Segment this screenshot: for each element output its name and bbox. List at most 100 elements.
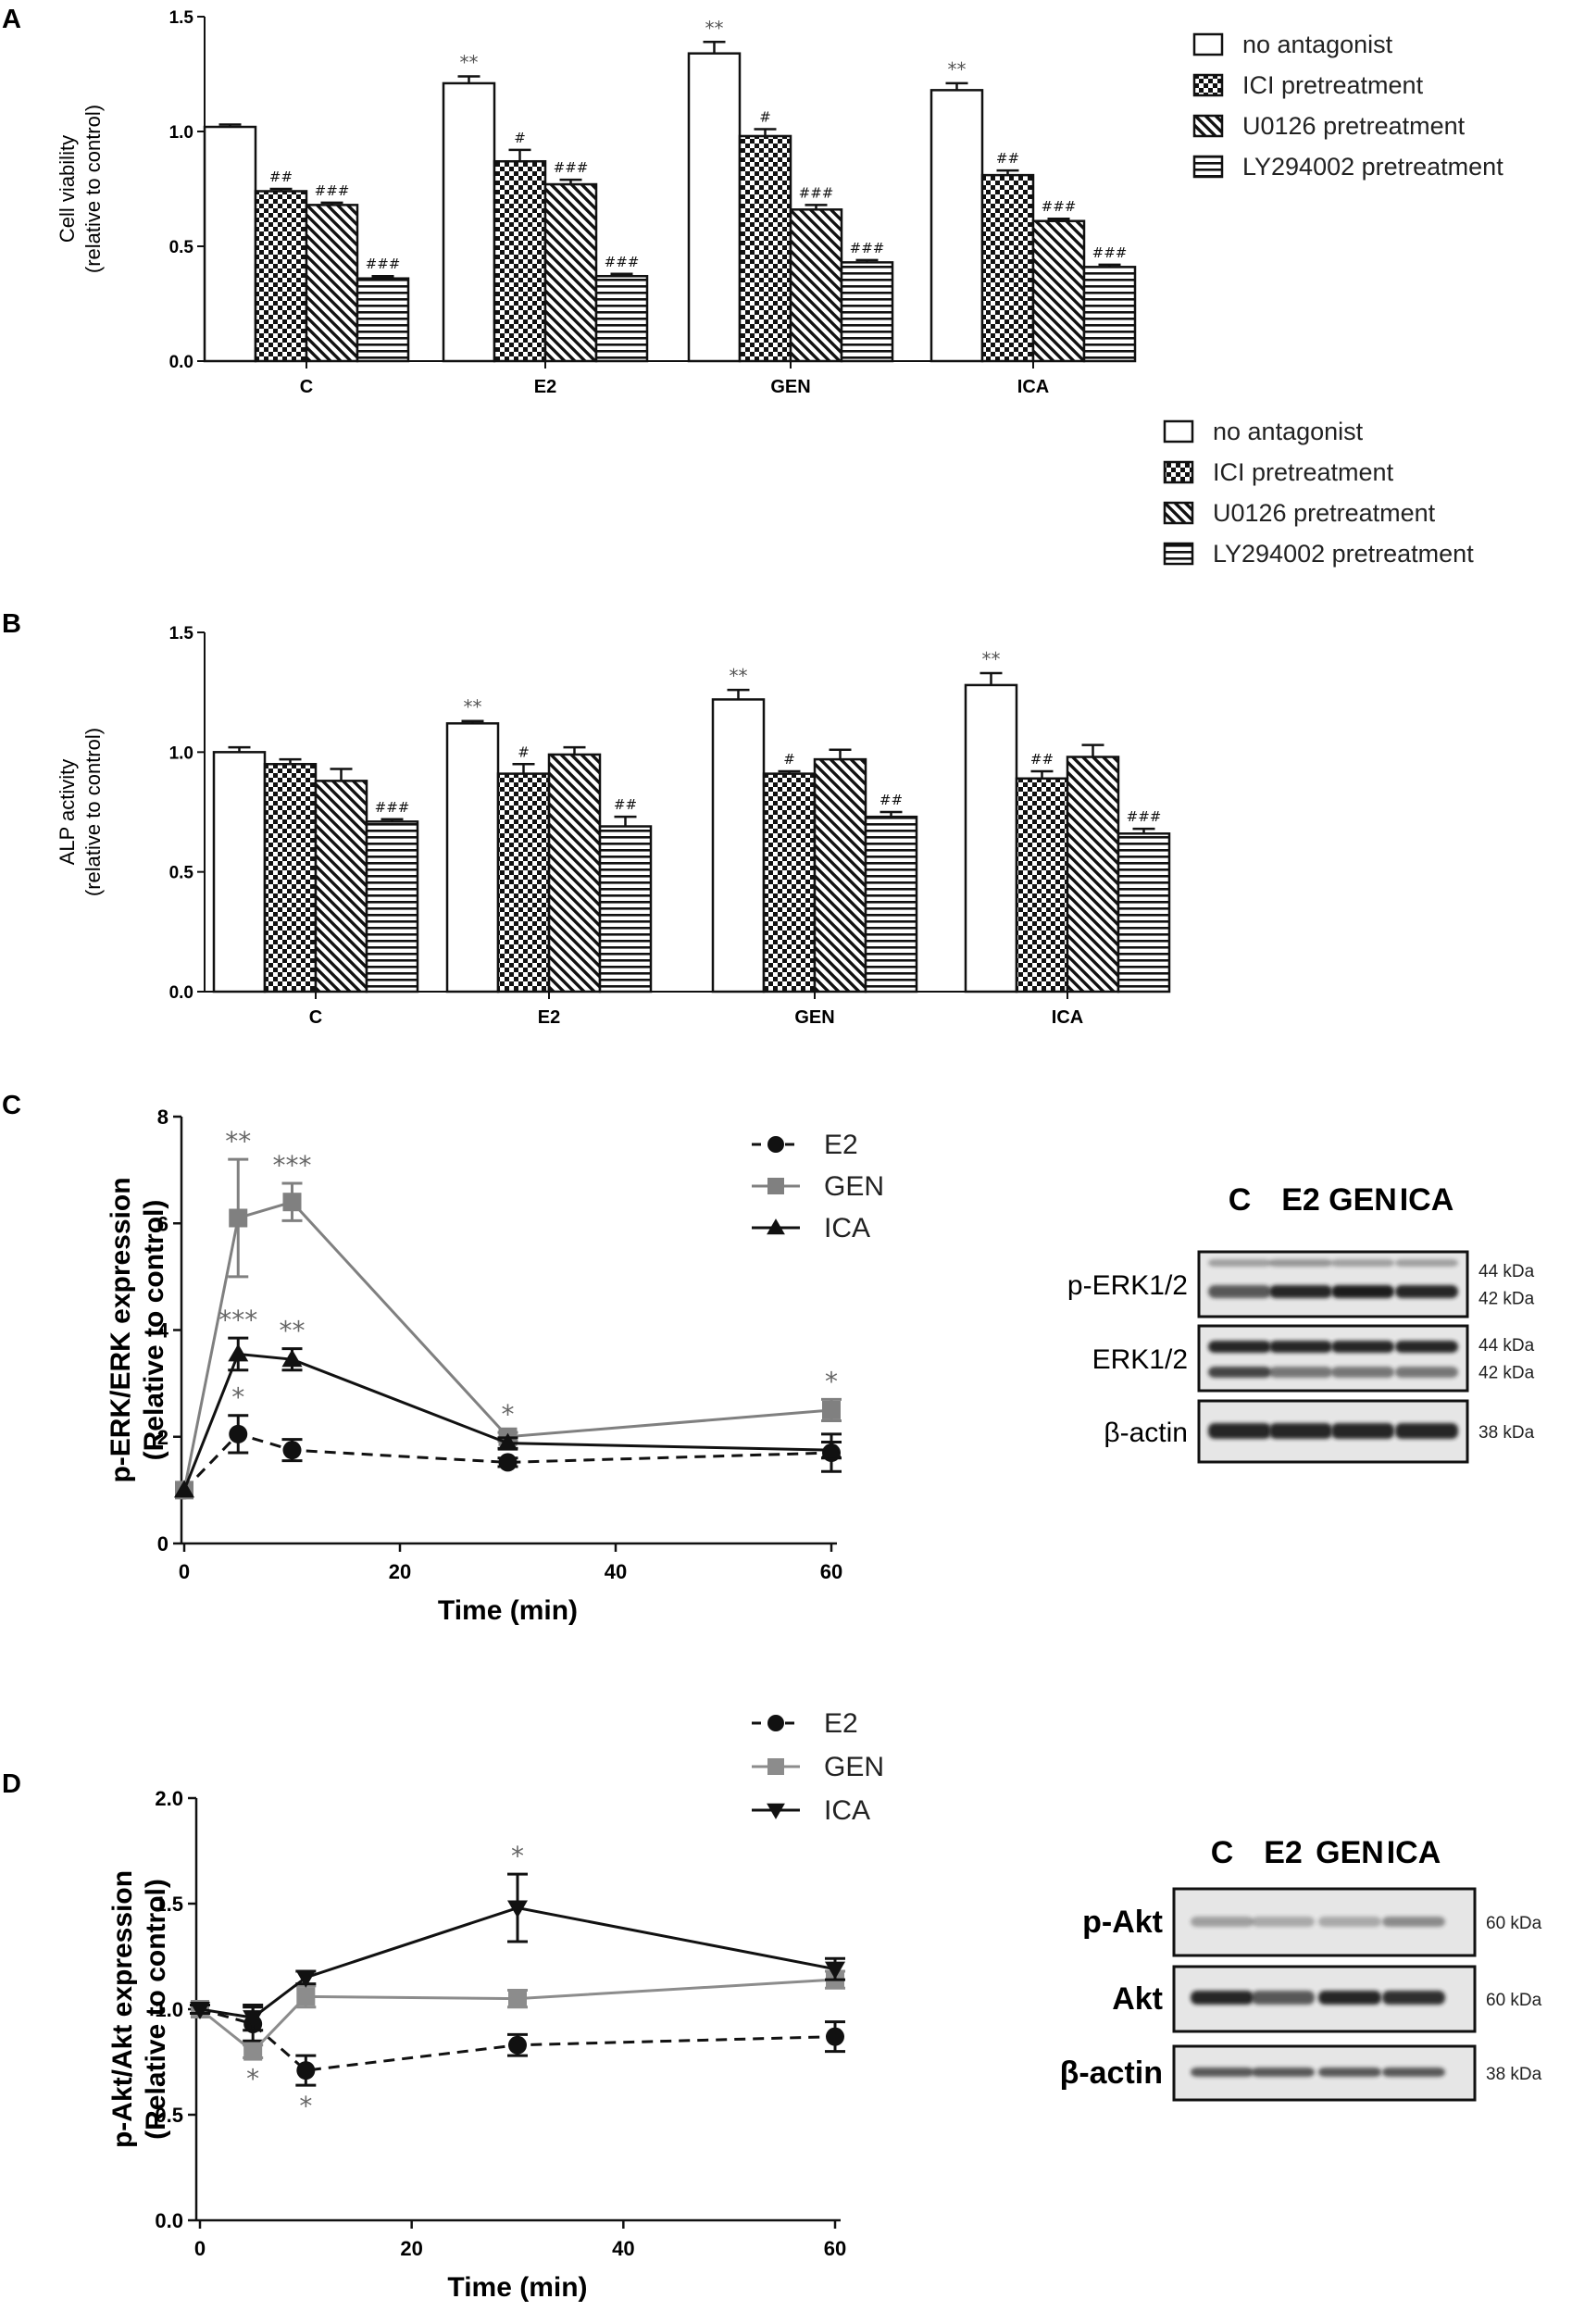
significance-mark: # bbox=[518, 743, 530, 760]
bar bbox=[980, 173, 1035, 363]
significance-mark: ** bbox=[460, 51, 479, 73]
blot-band bbox=[1208, 1285, 1271, 1298]
bar bbox=[212, 751, 267, 993]
significance-mark: # bbox=[514, 130, 526, 146]
x-category-label: C bbox=[309, 1007, 322, 1028]
significance-mark: * bbox=[246, 2063, 259, 2093]
lane-label: ICA bbox=[1387, 1835, 1441, 1870]
significance-mark: ### bbox=[554, 159, 589, 176]
western-blot-erk: C E2 GEN ICA p-ERK1/2 44 kDa 42 kDa ERK1/2 44 kD… bbox=[1067, 1182, 1535, 1464]
x-axis-title: Time (min) bbox=[447, 2272, 587, 2303]
data-point bbox=[229, 1424, 248, 1443]
blot-band bbox=[1269, 1259, 1332, 1267]
bar bbox=[263, 763, 318, 993]
y-tick-label: 0.0 bbox=[155, 2209, 183, 2232]
significance-mark: ### bbox=[850, 240, 885, 256]
blot-band bbox=[1382, 1917, 1445, 1927]
bar bbox=[314, 780, 368, 993]
y-tick-label: 1.5 bbox=[155, 1893, 183, 1916]
blot-row-label: ERK1/2 bbox=[1092, 1344, 1188, 1375]
x-tick-label: 20 bbox=[389, 1560, 411, 1583]
y-tick-label: 1.0 bbox=[155, 1998, 183, 2021]
y-tick-label: 0.5 bbox=[155, 2104, 183, 2127]
y-tick-label: 4 bbox=[157, 1319, 169, 1343]
y-tick-label: 0.5 bbox=[169, 238, 194, 257]
molecular-weight-label: 44 kDa bbox=[1478, 1262, 1535, 1281]
significance-mark: *** bbox=[273, 1150, 312, 1181]
blot-band bbox=[1395, 1367, 1458, 1378]
bar bbox=[356, 277, 410, 363]
blot-band bbox=[1395, 1423, 1458, 1439]
bar bbox=[1082, 266, 1137, 363]
series-line bbox=[199, 2007, 836, 2072]
blot-band bbox=[1252, 1991, 1315, 2005]
y-axis-title: (Relative to control) bbox=[139, 1200, 169, 1461]
blot-band bbox=[1269, 1367, 1332, 1378]
significance-mark: * bbox=[299, 2091, 312, 2121]
panel-label-b: B bbox=[2, 609, 21, 639]
legend-label: U0126 pretreatment bbox=[1213, 499, 1436, 527]
bar bbox=[840, 261, 894, 363]
blot-band bbox=[1269, 1423, 1332, 1439]
bar bbox=[547, 753, 602, 993]
y-tick-label: 0.0 bbox=[169, 983, 193, 1003]
blot-band bbox=[1395, 1341, 1458, 1353]
x-tick-label: 0 bbox=[179, 1560, 190, 1583]
y-axis-title: Cell viability bbox=[56, 135, 79, 243]
legend-swatch bbox=[1163, 460, 1194, 484]
bar bbox=[442, 81, 496, 363]
x-tick-label: 60 bbox=[824, 2237, 846, 2260]
blot-band bbox=[1269, 1341, 1332, 1353]
data-point bbox=[821, 1440, 842, 1458]
bar bbox=[493, 159, 547, 363]
bar bbox=[445, 722, 500, 993]
lane-label: GEN bbox=[1316, 1835, 1384, 1870]
significance-mark: *** bbox=[218, 1305, 257, 1335]
significance-mark: ## bbox=[996, 150, 1019, 167]
legend-swatch bbox=[1163, 419, 1194, 444]
significance-mark: ** bbox=[280, 1316, 306, 1346]
legend-label: no antagonist bbox=[1242, 31, 1393, 58]
blot-frame bbox=[1197, 1324, 1469, 1393]
y-axis-title: p-Akt/Akt expression bbox=[107, 1870, 138, 2148]
x-category-label: C bbox=[300, 377, 313, 397]
blot-band bbox=[1269, 1285, 1332, 1298]
blot-row-label: Akt bbox=[1112, 1981, 1163, 2017]
x-category-label: GEN bbox=[794, 1007, 834, 1028]
significance-mark: * bbox=[825, 1366, 838, 1396]
y-tick-label: 0.0 bbox=[169, 353, 193, 372]
molecular-weight-label: 60 kDa bbox=[1486, 1914, 1542, 1933]
data-point bbox=[282, 1441, 302, 1460]
panel-label-a: A bbox=[2, 5, 21, 34]
bar bbox=[254, 190, 308, 363]
blot-row-label: p-Akt bbox=[1082, 1905, 1163, 1940]
legend-swatch bbox=[1163, 542, 1194, 566]
blot-row-label: p-ERK1/2 bbox=[1067, 1270, 1188, 1301]
y-axis-title: p-ERK/ERK expression bbox=[106, 1177, 136, 1482]
legend-label: E2 bbox=[824, 1130, 858, 1160]
x-category-label: GEN bbox=[770, 377, 810, 397]
significance-mark: ** bbox=[225, 1126, 251, 1156]
y-tick-label: 1.5 bbox=[169, 8, 194, 28]
x-category-label: ICA bbox=[1052, 1007, 1083, 1028]
data-point bbox=[767, 1178, 784, 1194]
data-point bbox=[767, 1715, 784, 1731]
data-point bbox=[507, 1900, 528, 1918]
significance-mark: ### bbox=[1042, 198, 1077, 215]
bar bbox=[1031, 219, 1086, 363]
data-point bbox=[296, 2061, 316, 2080]
significance-mark: ** bbox=[982, 648, 1001, 670]
lane-label: C bbox=[1211, 1835, 1234, 1870]
blot-band bbox=[1191, 2068, 1254, 2077]
significance-mark: ### bbox=[315, 182, 350, 199]
y-axis-title: (Relative to control) bbox=[141, 1879, 171, 2140]
blot-band bbox=[1208, 1259, 1271, 1267]
lane-label: E2 bbox=[1264, 1835, 1303, 1870]
y-axis-title: (relative to control) bbox=[81, 105, 105, 273]
data-point bbox=[767, 1218, 785, 1235]
significance-mark: ## bbox=[880, 792, 903, 808]
blot-row-label: β-actin bbox=[1060, 2055, 1163, 2091]
significance-mark: ## bbox=[614, 796, 637, 813]
blot-band bbox=[1395, 1285, 1458, 1298]
